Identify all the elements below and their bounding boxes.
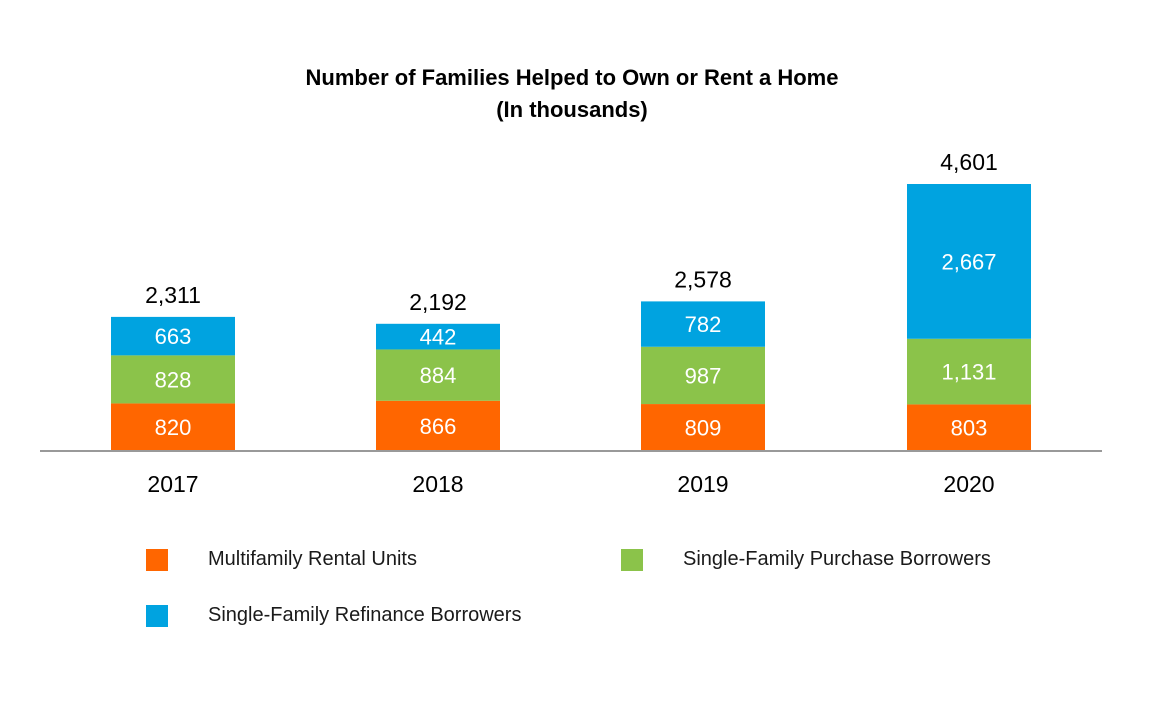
bar-segment-2018-2 (376, 349, 500, 401)
bar-segment-2019-1 (641, 404, 765, 451)
legend-item-purchase: Single-Family Purchase Borrowers (621, 548, 991, 571)
chart-title-block: Number of Families Helped to Own or Rent… (0, 62, 1144, 126)
legend-label-multifamily: Multifamily Rental Units (208, 548, 417, 570)
bar-segment-2019-2 (641, 346, 765, 405)
legend-item-multifamily: Multifamily Rental Units (146, 548, 417, 571)
segment-value-label: 987 (685, 363, 722, 388)
bar-segment-2017-2 (111, 355, 235, 404)
legend-item-refinance: Single-Family Refinance Borrowers (146, 604, 521, 627)
segment-value-label: 866 (420, 414, 457, 439)
x-tick-label: 2018 (412, 471, 463, 497)
bar-segment-2018-3 (376, 323, 500, 350)
legend-swatch-refinance (146, 604, 168, 627)
segment-value-label: 828 (155, 367, 192, 392)
bar-segment-2017-3 (111, 316, 235, 356)
x-tick-label: 2017 (147, 471, 198, 497)
bar-segment-2020-2 (907, 338, 1031, 405)
segment-value-label: 809 (685, 416, 722, 441)
segment-value-label: 820 (155, 415, 192, 440)
bar-segment-2020-3 (907, 184, 1031, 339)
legend-label-purchase: Single-Family Purchase Borrowers (683, 548, 991, 570)
bar-segment-2019-3 (641, 301, 765, 347)
total-value-label: 2,192 (409, 289, 467, 315)
segment-value-label: 1,131 (941, 360, 996, 385)
segment-value-label: 663 (155, 324, 192, 349)
total-value-label: 2,578 (674, 266, 732, 292)
segment-value-label: 782 (685, 312, 722, 337)
bar-segment-2017-1 (111, 403, 235, 451)
segment-value-label: 442 (420, 325, 457, 350)
total-value-label: 4,601 (940, 149, 998, 175)
legend-swatch-multifamily (146, 548, 168, 571)
legend-label-refinance: Single-Family Refinance Borrowers (208, 604, 522, 626)
legend-swatch-purchase (621, 548, 643, 571)
bar-segment-2018-1 (376, 400, 500, 451)
bar-segment-2020-1 (907, 404, 1031, 451)
total-value-label: 2,311 (145, 282, 201, 308)
chart-title: Number of Families Helped to Own or Rent… (305, 65, 839, 90)
chart-subtitle: (In thousands) (496, 97, 648, 122)
segment-value-label: 884 (420, 363, 457, 388)
x-tick-label: 2020 (943, 471, 994, 497)
segment-value-label: 2,667 (941, 249, 996, 274)
x-tick-label: 2019 (677, 471, 728, 497)
segment-value-label: 803 (951, 416, 988, 441)
